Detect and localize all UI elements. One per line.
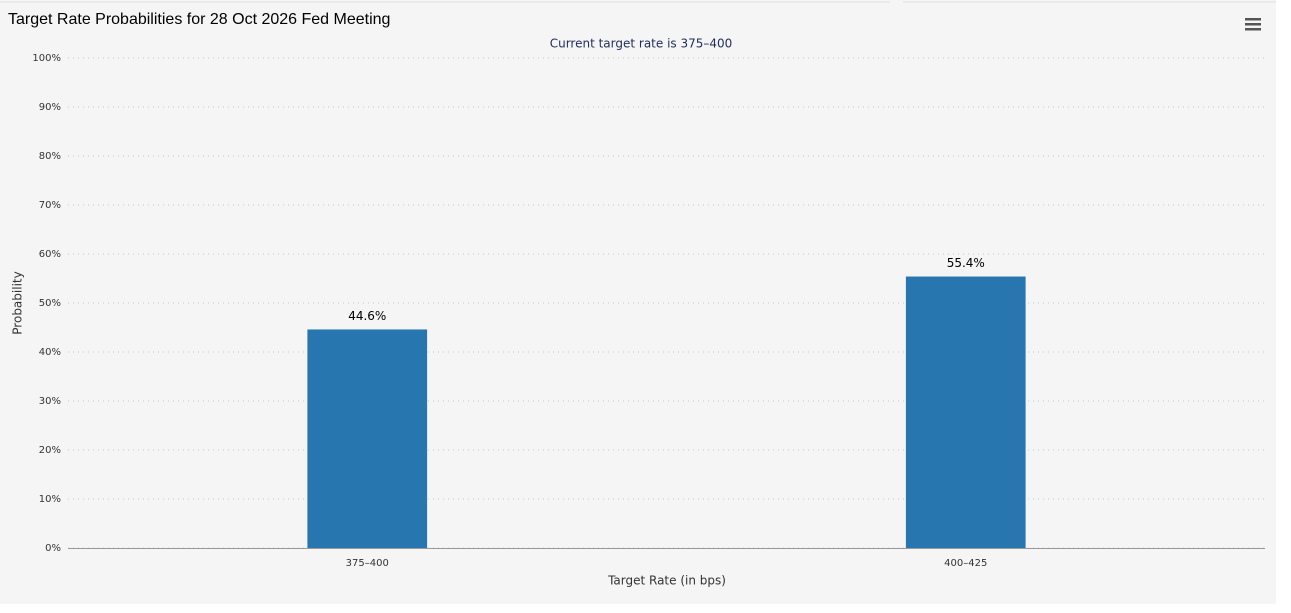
menu-bar[interactable]: [1245, 23, 1261, 26]
y-tick-label: 60%: [39, 249, 61, 260]
x-tick-label: 400–425: [944, 558, 987, 569]
y-tick-label: 70%: [39, 200, 61, 211]
bar: [307, 329, 428, 548]
y-tick-label: 40%: [39, 347, 61, 358]
y-tick-label: 30%: [39, 396, 61, 407]
y-tick-label: 50%: [39, 298, 61, 309]
data-label: 44.6%: [348, 309, 386, 323]
menu-button[interactable]: [1245, 18, 1261, 31]
y-axis-title: Probability: [11, 271, 25, 334]
chart-panel: [0, 0, 1276, 604]
data-label: 55.4%: [947, 256, 985, 270]
chart-subtitle: Current target rate is 375–400: [550, 37, 733, 51]
x-axis-title: Target Rate (in bps): [607, 574, 726, 588]
y-tick-label: 90%: [39, 102, 61, 113]
y-tick-label: 0%: [45, 543, 61, 554]
menu-bar[interactable]: [1245, 28, 1261, 31]
menu-bar[interactable]: [1245, 18, 1261, 21]
y-tick-label: 80%: [39, 151, 61, 162]
y-tick-label: 10%: [39, 494, 61, 505]
x-tick-label: 375–400: [346, 558, 389, 569]
bar: [905, 276, 1026, 548]
y-tick-label: 100%: [32, 53, 61, 64]
chart-title: Target Rate Probabilities for 28 Oct 202…: [8, 11, 390, 28]
y-tick-label: 20%: [39, 445, 61, 456]
